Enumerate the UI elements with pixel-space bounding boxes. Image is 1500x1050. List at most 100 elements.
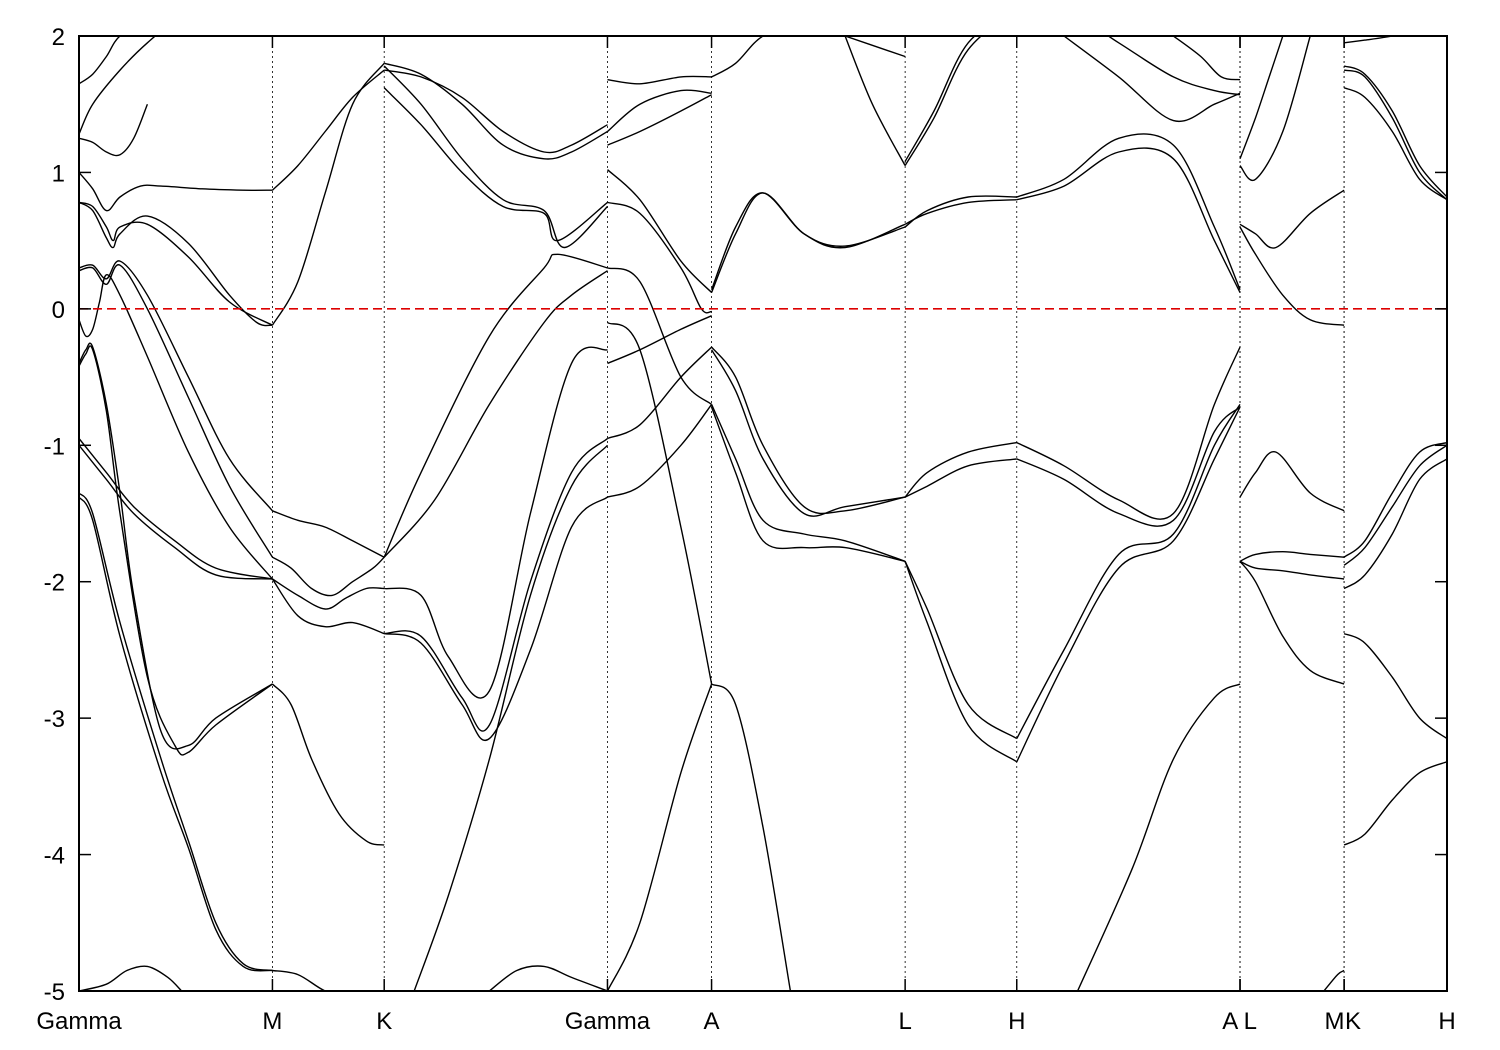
x-tick-label-m-9: M — [1325, 1008, 1345, 1035]
band-line-segment-7-band-3 — [1239, 226, 1345, 326]
band-line-segment-5-band-1 — [904, 36, 976, 162]
band-line-segment-3-band-8 — [607, 346, 713, 440]
band-line-segment-8-band-7 — [1343, 761, 1447, 846]
band-line-segment-0-band-12 — [79, 444, 273, 580]
band-line-segment-4-band-4 — [710, 404, 906, 562]
band-line-segment-6-band-2 — [1107, 36, 1241, 96]
x-tick-label-h-6: H — [1008, 1008, 1025, 1035]
band-line-segment-1-band-2 — [272, 510, 385, 558]
band-line-segment-7-band-7 — [1239, 560, 1345, 685]
band-line-segment-6-band-8 — [1016, 406, 1241, 763]
band-line-segment-7-band-1 — [1239, 36, 1311, 182]
band-line-segment-5-band-0 — [904, 36, 983, 166]
x-tick-label-h-11: H — [1438, 1008, 1455, 1035]
band-line-segment-3-band-2 — [607, 94, 712, 146]
band-line-segment-8-band-0 — [1343, 69, 1447, 201]
y-tick-label: 0 — [52, 297, 65, 324]
band-line-segment-4-band-8 — [711, 683, 792, 991]
band-line-segment-5-band-2 — [904, 199, 1017, 225]
band-line-segment-0-band-1 — [79, 36, 157, 135]
band-line-segment-1-band-3 — [272, 556, 385, 597]
band-line-segment-2-band-0 — [384, 69, 608, 154]
band-line-segment-8-band-8 — [1344, 36, 1396, 44]
band-line-segment-2-band-1 — [384, 62, 608, 160]
band-line-segment-7-band-0 — [1239, 36, 1284, 160]
band-line-segment-6-band-7 — [1016, 404, 1241, 739]
band-line-segment-0-band-14 — [79, 496, 273, 972]
band-line-segment-2-band-6 — [384, 346, 608, 699]
band-line-segment-1-band-5 — [272, 578, 385, 610]
band-line-segment-3-band-1 — [607, 89, 712, 133]
band-line-segment-0-band-6 — [79, 260, 273, 512]
band-line-segment-1-band-1 — [271, 69, 385, 191]
band-line-segment-4-band-6 — [711, 36, 906, 78]
y-tick-label: -4 — [44, 843, 65, 870]
y-tick-label: -2 — [44, 570, 65, 597]
band-line-segment-0-band-7 — [79, 264, 274, 558]
band-line-segment-0-band-0 — [79, 36, 273, 85]
band-line-segment-5-band-5 — [904, 458, 1017, 498]
band-lines — [79, 36, 1447, 991]
x-axis-ticks: Gamma M K Gamma A L H A L M K H — [36, 36, 1456, 1035]
y-tick-label: -3 — [44, 706, 65, 733]
band-line-segment-3-band-6 — [607, 321, 713, 685]
band-line-segment-2-band-10 — [488, 965, 608, 991]
band-line-segment-4-band-1 — [710, 192, 906, 291]
band-line-segment-7-band-4 — [1239, 451, 1345, 512]
band-line-segment-5-band-4 — [904, 441, 1017, 498]
y-tick-label: -5 — [44, 979, 65, 1006]
band-line-segment-8-band-2 — [1343, 87, 1447, 201]
plot-frame — [78, 35, 1448, 992]
x-tick-label-gamma-0: Gamma — [36, 1008, 122, 1035]
band-line-segment-0-band-9 — [79, 342, 273, 750]
x-tick-label-l-8: L — [1244, 1008, 1257, 1035]
band-line-segment-3-band-3 — [607, 169, 713, 293]
band-line-segment-5-band-6 — [904, 561, 1018, 740]
band-line-segment-5-band-7 — [904, 561, 1018, 763]
band-line-segment-0-band-10 — [79, 345, 273, 756]
band-line-segment-0-band-5 — [79, 201, 273, 327]
band-line-segment-8-band-1 — [1343, 65, 1447, 198]
x-tick-label-k-2: K — [376, 1008, 392, 1035]
band-line-segment-4-band-0 — [710, 192, 906, 293]
band-line-segment-8-band-6 — [1343, 632, 1447, 740]
kpoint-gridlines — [272, 36, 1345, 991]
x-tick-label-a-4: A — [704, 1008, 720, 1035]
band-line-segment-3-band-7 — [607, 315, 712, 365]
x-tick-label-k-10: K — [1345, 1008, 1361, 1035]
band-line-segment-0-band-2 — [79, 103, 149, 157]
band-line-segment-8-band-5 — [1343, 458, 1447, 590]
band-line-segment-7-band-6 — [1239, 560, 1345, 580]
band-line-segment-0-band-15 — [79, 965, 183, 991]
x-tick-label-m-1: M — [262, 1008, 282, 1035]
band-line-segment-6-band-0 — [1016, 147, 1241, 293]
y-tick-label: -1 — [44, 433, 65, 460]
x-tick-label-l-5: L — [898, 1008, 911, 1035]
band-line-segment-6-band-6 — [1016, 406, 1241, 527]
x-tick-label-gamma-3: Gamma — [565, 1008, 651, 1035]
band-line-segment-1-band-0 — [271, 62, 385, 326]
band-line-segment-0-band-4 — [79, 201, 273, 326]
band-line-segment-2-band-7 — [384, 437, 608, 732]
y-tick-label: 1 — [52, 160, 65, 187]
y-tick-label: 2 — [52, 24, 65, 51]
band-line-segment-3-band-10 — [606, 683, 713, 991]
band-line-segment-5-band-3 — [904, 195, 1017, 228]
band-line-segment-3-band-4 — [607, 201, 712, 314]
band-line-segment-2-band-3 — [383, 65, 608, 249]
band-line-segment-3-band-9 — [607, 403, 713, 498]
band-line-segment-4-band-5 — [710, 406, 906, 562]
band-line-segment-3-band-5 — [607, 267, 713, 405]
x-tick-label-a-7: A — [1222, 1008, 1238, 1035]
band-line-segment-6-band-3 — [1063, 36, 1241, 123]
band-line-segment-6-band-1 — [1016, 133, 1241, 291]
band-line-segment-2-band-5 — [383, 270, 608, 558]
band-line-segment-2-band-2 — [383, 87, 608, 242]
band-line-segment-1-band-4 — [271, 578, 385, 635]
band-line-segment-2-band-9 — [413, 444, 609, 991]
band-line-segment-6-band-4 — [1172, 36, 1241, 81]
band-line-segment-0-band-13 — [79, 492, 273, 972]
y-axis-ticks: -5 -4 -3 -2 -1 0 1 2 — [44, 24, 1447, 1006]
band-line-segment-2-band-8 — [384, 496, 608, 742]
